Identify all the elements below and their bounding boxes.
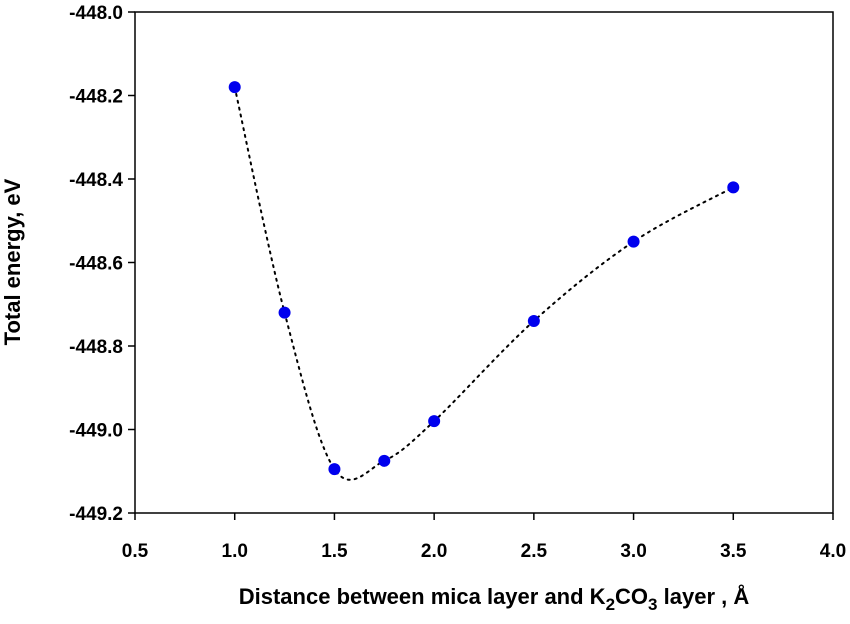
- y-axis: -448.0 -448.2 -448.4 -448.6 -448.8 -449.0 -449…: [69, 3, 135, 525]
- data-point: [727, 181, 740, 194]
- x-axis-title-sub2: 3: [648, 595, 657, 614]
- data-point: [328, 463, 341, 476]
- x-tick-label: 0.5: [122, 541, 149, 562]
- data-point: [378, 454, 391, 467]
- x-tick-label: 4.0: [820, 541, 846, 562]
- data-point: [527, 314, 540, 327]
- data-points: [228, 81, 740, 476]
- x-axis-title-middle: CO: [615, 584, 648, 609]
- data-point: [428, 415, 441, 428]
- data-point: [278, 306, 291, 319]
- x-tick-label: 2.0: [421, 541, 447, 562]
- x-axis: 0.5 1.0 1.5 2.0 2.5 3.0 3.5 4.0: [122, 513, 846, 562]
- y-tick-label: -448.6: [69, 254, 123, 275]
- x-tick-label: 3.5: [720, 541, 747, 562]
- x-tick-label: 1.5: [321, 541, 348, 562]
- x-axis-title-sub1: 2: [606, 595, 615, 614]
- y-tick-label: -448.0: [69, 3, 123, 24]
- y-tick-label: -448.2: [69, 87, 123, 108]
- data-point: [228, 81, 241, 94]
- x-axis-title-prefix: Distance between mica layer and K: [239, 584, 606, 609]
- y-tick-label: -449.2: [69, 504, 123, 525]
- y-axis-title: Total energy, eV: [0, 178, 25, 345]
- x-tick-label: 1.0: [222, 541, 248, 562]
- x-axis-title: Distance between mica layer and K2CO3 la…: [239, 583, 750, 614]
- y-tick-label: -449.0: [69, 421, 123, 442]
- x-tick-label: 3.0: [620, 541, 646, 562]
- y-tick-label: -448.4: [69, 170, 123, 191]
- y-tick-label: -448.8: [69, 337, 123, 358]
- data-point: [627, 235, 640, 248]
- x-axis-title-suffix: layer , Å: [658, 583, 750, 609]
- dotted-fit-curve: [233, 86, 735, 481]
- x-tick-label: 2.5: [521, 541, 548, 562]
